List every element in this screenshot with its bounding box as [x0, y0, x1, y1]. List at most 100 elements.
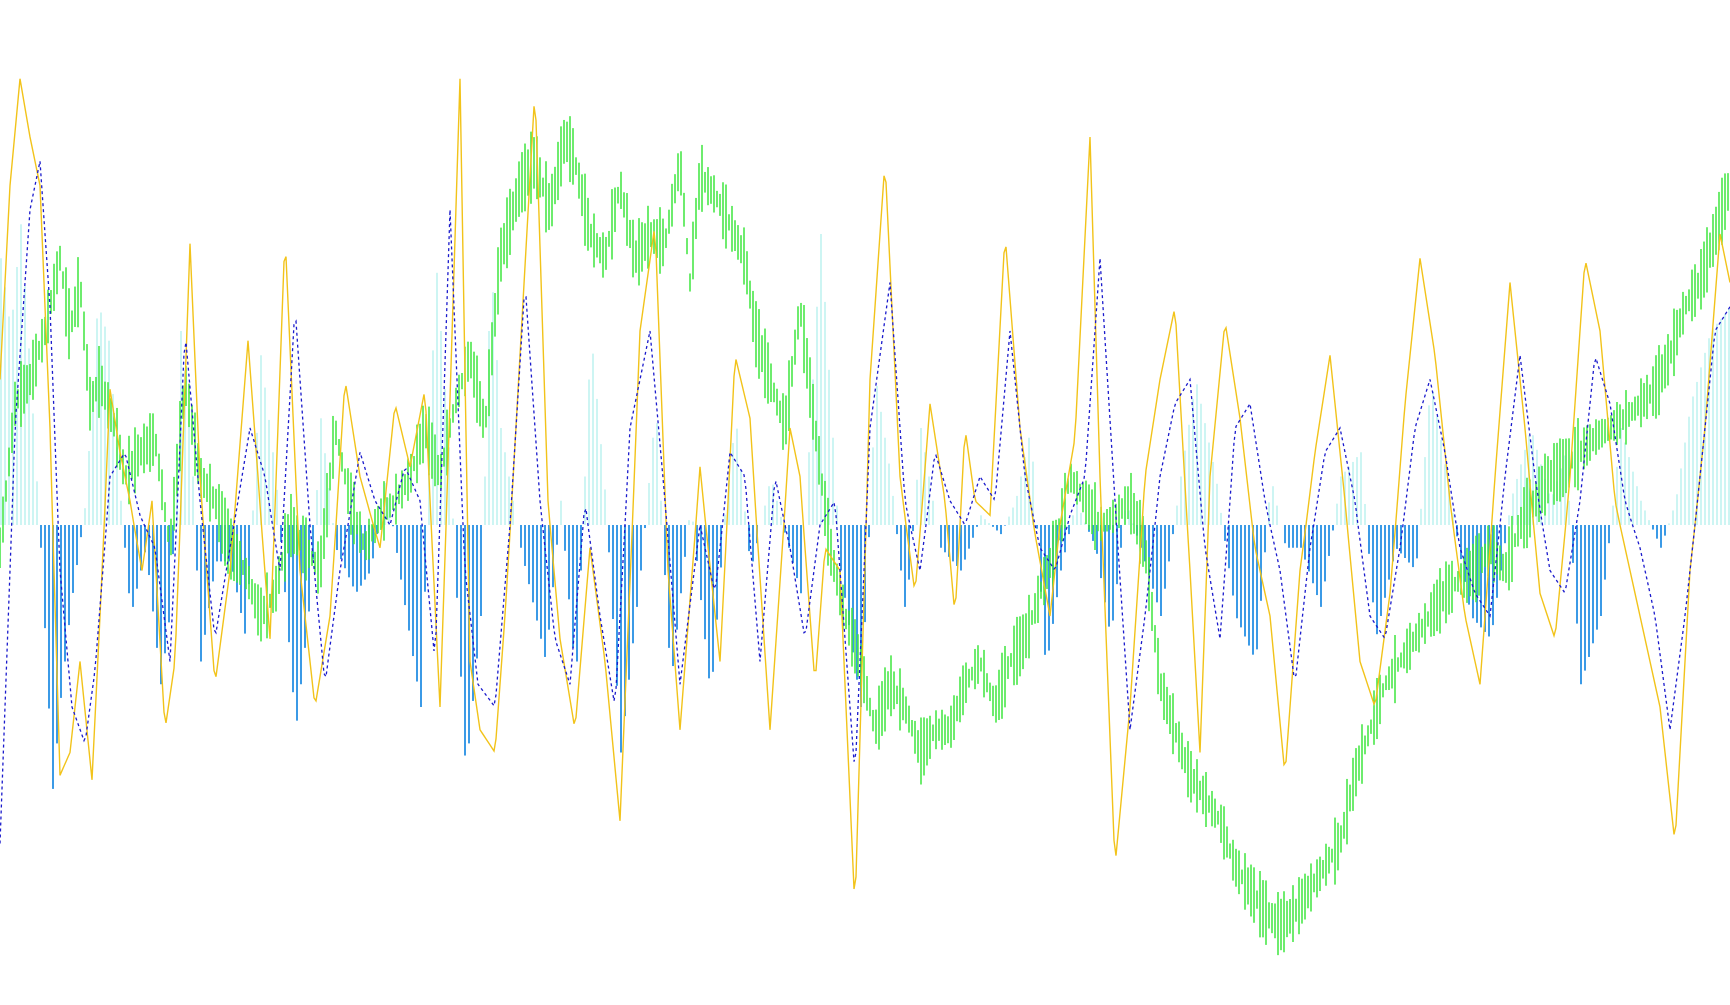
histogram-bar	[1076, 503, 1078, 525]
histogram-bar	[840, 525, 842, 571]
histogram-bar	[732, 443, 734, 525]
histogram-bar	[1520, 464, 1522, 525]
histogram-bar	[940, 525, 942, 548]
histogram-bar	[960, 525, 962, 571]
histogram-bar	[540, 525, 542, 639]
histogram-bar	[512, 500, 514, 525]
histogram-bar	[484, 476, 486, 525]
histogram-bar	[1228, 525, 1230, 569]
histogram-bar	[1284, 525, 1286, 544]
histogram-bar	[1656, 525, 1658, 539]
histogram-bar	[1128, 510, 1130, 525]
histogram-bar	[1560, 468, 1562, 525]
histogram-bar	[644, 525, 646, 529]
histogram-bar	[332, 523, 334, 525]
histogram-bar	[544, 525, 546, 657]
histogram-bar	[1692, 396, 1694, 525]
histogram-bar	[1432, 391, 1434, 525]
histogram-bar	[1484, 525, 1486, 632]
histogram-bar	[1488, 525, 1490, 637]
histogram-bar	[608, 525, 610, 553]
histogram-bar	[24, 286, 26, 525]
histogram-bar	[48, 525, 50, 709]
histogram-bar	[1428, 405, 1430, 525]
histogram-bar	[1348, 466, 1350, 525]
histogram-bar	[1524, 449, 1526, 525]
histogram-bar	[808, 452, 810, 525]
histogram-bar	[528, 525, 530, 585]
histogram-bar	[632, 525, 634, 644]
histogram-bar	[652, 437, 654, 525]
histogram-bar	[1684, 442, 1686, 525]
histogram-bar	[1072, 515, 1074, 525]
histogram-bar	[1632, 471, 1634, 525]
histogram-bar	[352, 525, 354, 587]
histogram-bar	[112, 394, 114, 525]
histogram-bar	[1396, 525, 1398, 549]
histogram-bar	[1516, 478, 1518, 525]
histogram-bar	[1416, 525, 1418, 559]
histogram-bar	[844, 525, 846, 598]
histogram-bar	[1532, 435, 1534, 525]
histogram-bar	[1568, 500, 1570, 525]
histogram-bar	[1388, 525, 1390, 580]
histogram-bar	[256, 432, 258, 525]
histogram-bar	[692, 521, 694, 525]
histogram-bar	[904, 525, 906, 607]
histogram-bar	[216, 525, 218, 562]
histogram-bar	[596, 398, 598, 525]
histogram-bar	[1068, 525, 1070, 535]
histogram-bar	[684, 525, 686, 557]
histogram-bar	[140, 525, 142, 571]
histogram-bar	[708, 525, 710, 679]
histogram-bar	[1116, 525, 1118, 585]
histogram-bar	[148, 525, 150, 576]
histogram-bar	[956, 525, 958, 566]
histogram-bar	[560, 500, 562, 525]
histogram-bar	[996, 525, 998, 531]
histogram-bar	[720, 525, 722, 568]
histogram-bar	[1612, 505, 1614, 525]
histogram-bar	[1552, 494, 1554, 525]
histogram-bar	[1324, 525, 1326, 582]
histogram-bar	[556, 525, 558, 545]
histogram-bar	[488, 331, 490, 525]
histogram-bar	[1100, 525, 1102, 579]
histogram-bar	[612, 525, 614, 620]
histogram-bar	[624, 525, 626, 717]
histogram-bar	[848, 525, 850, 626]
histogram-bar	[1020, 476, 1022, 525]
histogram-bar	[1152, 525, 1154, 589]
histogram-bar	[1308, 525, 1310, 572]
histogram-bar	[1620, 428, 1622, 525]
histogram-bar	[1212, 461, 1214, 525]
histogram-bar	[896, 525, 898, 535]
fast-line	[0, 78, 1730, 890]
histogram-bar	[1196, 384, 1198, 525]
histogram-bar	[204, 525, 206, 635]
histogram-bar	[876, 385, 878, 525]
histogram-bar	[1064, 525, 1066, 553]
histogram-bar	[228, 525, 230, 562]
histogram-bar	[664, 525, 666, 576]
histogram-bar	[892, 495, 894, 525]
histogram-bar	[1164, 525, 1166, 589]
histogram-bar	[776, 500, 778, 525]
histogram-bar	[1248, 525, 1250, 646]
histogram-bar	[1256, 525, 1258, 650]
histogram-bar	[588, 379, 590, 525]
histogram-bar	[912, 525, 914, 532]
histogram-bar	[220, 525, 222, 562]
histogram-bar	[1584, 525, 1586, 671]
histogram-bar	[52, 525, 54, 789]
histogram-bar	[592, 353, 594, 525]
histogram-bar	[1024, 457, 1026, 525]
histogram-bar	[1008, 516, 1010, 525]
histogram-bar	[1168, 525, 1170, 562]
histogram-bar	[780, 516, 782, 525]
histogram-bar	[108, 340, 110, 525]
histogram-bar	[240, 525, 242, 613]
histogram-bar	[1580, 525, 1582, 685]
histogram-bar	[1592, 525, 1594, 644]
